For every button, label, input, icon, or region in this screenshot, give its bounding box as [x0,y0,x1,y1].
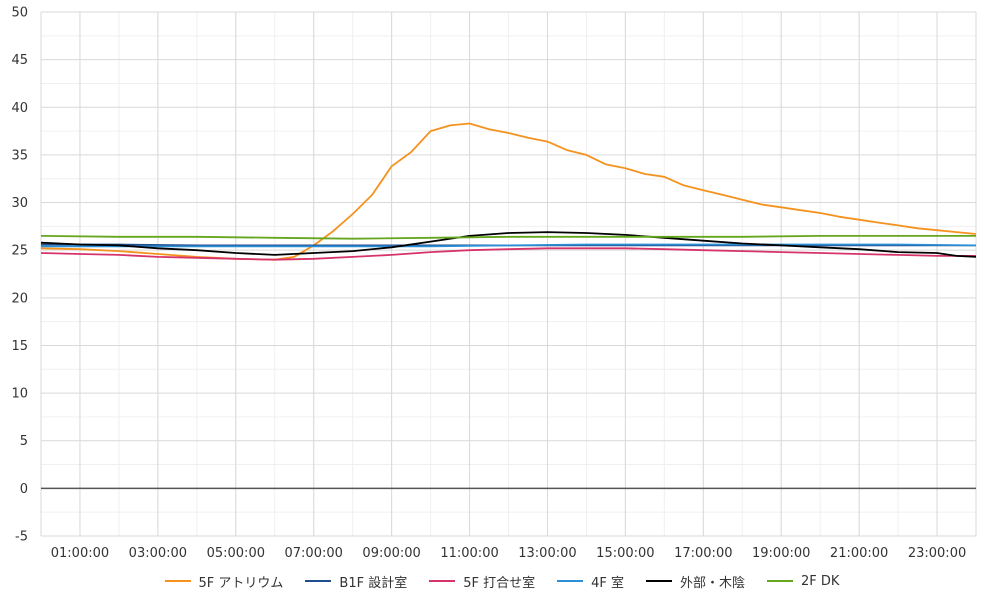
y-tick-label: 30 [11,196,28,211]
x-tick-label: 21:00:00 [830,546,888,561]
chart-legend: 5F アトリウム B1F 設計室 5F 打合せ室 4F 室 外部・木陰 2F DK [0,570,1004,592]
y-tick-label: 0 [20,482,28,497]
x-tick-label: 17:00:00 [674,546,732,561]
legend-swatch-icon [557,580,584,582]
legend-label: 5F アトリウム [198,575,284,591]
y-tick-label: 10 [11,387,28,402]
x-tick-label: 01:00:00 [51,546,109,561]
legend-swatch-icon [305,580,332,582]
legend-label: 外部・木陰 [680,575,746,591]
y-tick-label: 45 [11,53,28,68]
y-tick-label: -5 [15,530,28,545]
y-tick-label: 5 [20,434,28,449]
legend-label: 4F 室 [591,575,625,591]
x-tick-label: 03:00:00 [129,546,187,561]
series-line [40,122,977,261]
y-tick-label: 35 [11,148,28,163]
legend-label: 2F DK [801,573,840,589]
y-tick-label: 15 [11,339,28,354]
x-tick-label: 19:00:00 [752,546,810,561]
y-tick-label: 50 [11,6,28,21]
legend-item[interactable]: 2F DK [767,574,839,589]
legend-swatch-icon [429,580,456,582]
legend-item[interactable]: 4F 室 [557,572,624,591]
x-tick-label: 15:00:00 [596,546,654,561]
series-line [40,234,976,240]
x-tick-label: 11:00:00 [440,546,498,561]
series-line [40,247,976,261]
x-tick-label: 23:00:00 [908,546,966,561]
legend-swatch-icon [767,580,794,582]
x-axis-tick-labels: 01:00:00 03:00:00 05:00:00 07:00:00 09:00:00… [51,546,966,561]
y-axis-tick-labels: -5 0 5 10 15 20 25 30 35 40 45 50 [11,6,28,545]
y-tick-label: 20 [11,291,28,306]
legend-item[interactable]: B1F 設計室 [305,572,407,591]
series-line [41,243,977,248]
legend-swatch-icon [164,580,191,582]
legend-label: B1F 設計室 [339,575,408,591]
y-tick-label: 40 [11,101,28,116]
series-lines [40,122,977,261]
legend-item[interactable]: 5F アトリウム [164,572,284,591]
y-tick-label: 25 [11,244,28,259]
x-tick-label: 09:00:00 [362,546,420,561]
x-tick-label: 07:00:00 [285,546,343,561]
legend-label: 5F 打合せ室 [463,575,536,591]
x-tick-label: 13:00:00 [518,546,576,561]
legend-item[interactable]: 5F 打合せ室 [429,572,535,591]
x-tick-label: 05:00:00 [207,546,265,561]
legend-item[interactable]: 外部・木陰 [646,572,745,591]
legend-swatch-icon [646,580,673,582]
series-line [40,231,977,258]
